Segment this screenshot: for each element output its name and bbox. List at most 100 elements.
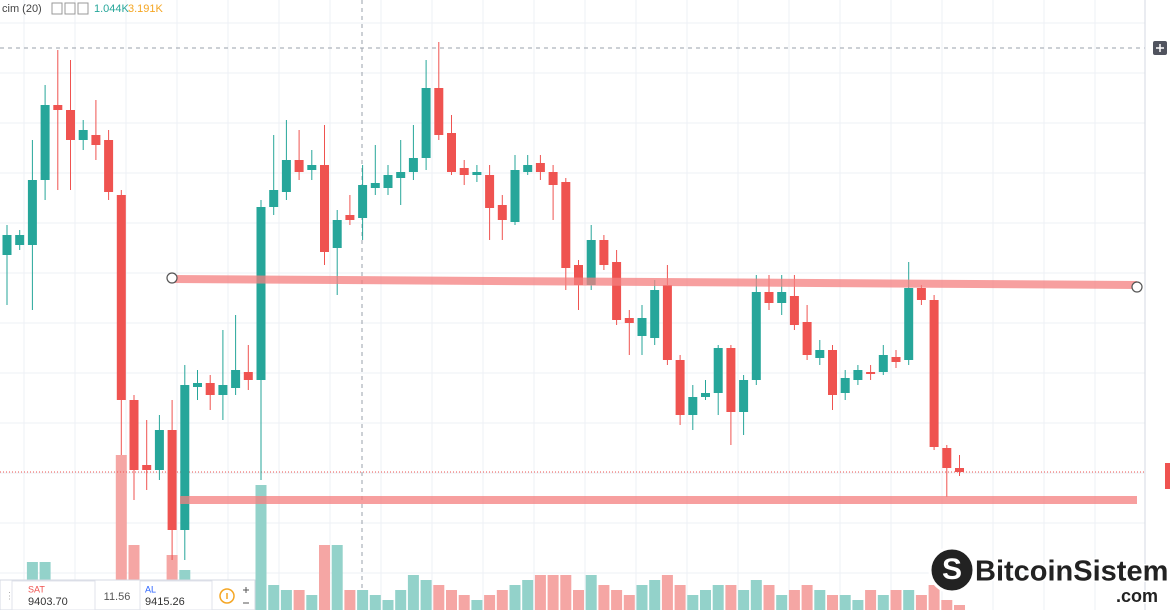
volume-bar bbox=[712, 585, 724, 610]
volume-bar bbox=[534, 575, 546, 610]
candle-body bbox=[269, 190, 279, 207]
volume-bar bbox=[915, 595, 927, 610]
candle-body bbox=[739, 380, 749, 412]
price-tag bbox=[1165, 463, 1170, 489]
candle-body bbox=[485, 175, 495, 208]
volume-bar bbox=[687, 595, 699, 610]
candle-body bbox=[789, 296, 799, 325]
icon[interactable] bbox=[51, 2, 63, 15]
volume-bar bbox=[369, 595, 381, 610]
candle-body bbox=[662, 285, 672, 360]
candle-body bbox=[15, 235, 25, 245]
zoom-icons[interactable] bbox=[243, 587, 249, 604]
candle-body bbox=[421, 88, 431, 158]
sell-label: SAT bbox=[28, 584, 45, 594]
toolbar: cim (20) 1.044K 3.191K bbox=[2, 2, 164, 15]
spread: 11.56 bbox=[104, 591, 131, 603]
candle-body bbox=[332, 220, 342, 248]
candle-body bbox=[866, 372, 876, 374]
candle-body bbox=[154, 430, 164, 470]
volume-bar bbox=[700, 590, 711, 610]
candle-body bbox=[472, 172, 482, 175]
order-panel: ⋮ SAT 9403.70 11.56 AL 9415.26 bbox=[0, 579, 256, 610]
candle-body bbox=[548, 172, 558, 185]
candle-body bbox=[104, 140, 114, 192]
candle-body bbox=[116, 195, 126, 400]
trend-handle[interactable] bbox=[166, 272, 178, 284]
volume-bar bbox=[496, 590, 508, 610]
trend-handle[interactable] bbox=[1131, 281, 1143, 293]
candle-body bbox=[815, 350, 825, 358]
indicator-value: 1.044K bbox=[94, 3, 130, 15]
candle-body bbox=[955, 468, 964, 472]
candle-body bbox=[561, 182, 571, 268]
volume-bar bbox=[382, 600, 394, 610]
volume-bar bbox=[623, 595, 635, 610]
candle-body bbox=[675, 360, 685, 415]
volume-bar bbox=[128, 545, 140, 610]
candle-body bbox=[891, 357, 901, 362]
candle-body bbox=[586, 240, 596, 285]
volume-bar bbox=[458, 595, 470, 610]
icon[interactable] bbox=[77, 2, 89, 15]
candle-body bbox=[2, 235, 12, 255]
candle-body bbox=[523, 165, 533, 172]
volume-bar bbox=[471, 600, 483, 610]
volume-bar bbox=[776, 595, 788, 610]
volume-bar bbox=[407, 575, 419, 610]
candle-body bbox=[231, 370, 241, 388]
icon[interactable] bbox=[64, 2, 76, 15]
volume-bar bbox=[446, 590, 457, 610]
candle-body bbox=[205, 383, 215, 395]
candle-body bbox=[383, 175, 393, 188]
candle-body bbox=[878, 355, 888, 372]
candle-body bbox=[574, 265, 583, 285]
candle-body bbox=[497, 205, 507, 220]
indicator-name: cim (20) bbox=[2, 3, 42, 15]
candle-body bbox=[599, 240, 609, 265]
candle-body bbox=[408, 158, 418, 172]
candle-body bbox=[535, 163, 545, 172]
buy-price: 9415.26 bbox=[145, 596, 185, 608]
volume-bar bbox=[522, 580, 534, 610]
indicator-value: 3.191K bbox=[128, 3, 164, 15]
logo-letter: S bbox=[942, 553, 962, 586]
candle-body bbox=[53, 105, 63, 110]
candle-body bbox=[129, 400, 139, 470]
volume-bar bbox=[395, 590, 407, 610]
candle-body bbox=[320, 165, 329, 252]
candle-body bbox=[447, 133, 456, 172]
candle-body bbox=[612, 262, 622, 320]
candle-body bbox=[193, 383, 202, 387]
candle-body bbox=[510, 170, 520, 222]
info-icon[interactable] bbox=[219, 588, 235, 604]
candle-layer bbox=[2, 42, 964, 560]
volume-bar bbox=[801, 585, 813, 610]
candle-body bbox=[840, 378, 850, 393]
sell-button[interactable] bbox=[11, 580, 96, 610]
candle-body bbox=[929, 300, 939, 447]
candle-body bbox=[434, 88, 444, 135]
volume-bar bbox=[738, 590, 750, 610]
volume-bar bbox=[420, 580, 432, 610]
candle-body bbox=[142, 465, 152, 470]
candle-body bbox=[828, 350, 837, 395]
candle-body bbox=[726, 348, 736, 412]
watermark-name: BitcoinSistemi bbox=[975, 556, 1170, 588]
candle-body bbox=[701, 393, 710, 397]
candle-body bbox=[294, 160, 304, 172]
volume-bar bbox=[852, 600, 864, 610]
grip: ⋮ bbox=[5, 590, 14, 600]
volume-bar bbox=[357, 590, 369, 610]
volume-bar bbox=[547, 575, 559, 610]
volume-bar bbox=[725, 585, 737, 610]
volume-bar bbox=[598, 585, 610, 610]
candle-body bbox=[713, 348, 723, 393]
candle-body bbox=[281, 160, 291, 192]
candle-body bbox=[243, 372, 253, 380]
candle-body bbox=[650, 290, 660, 338]
trend-line[interactable] bbox=[171, 275, 1138, 289]
buy-button[interactable] bbox=[139, 580, 213, 610]
buy-label: AL bbox=[145, 584, 156, 594]
